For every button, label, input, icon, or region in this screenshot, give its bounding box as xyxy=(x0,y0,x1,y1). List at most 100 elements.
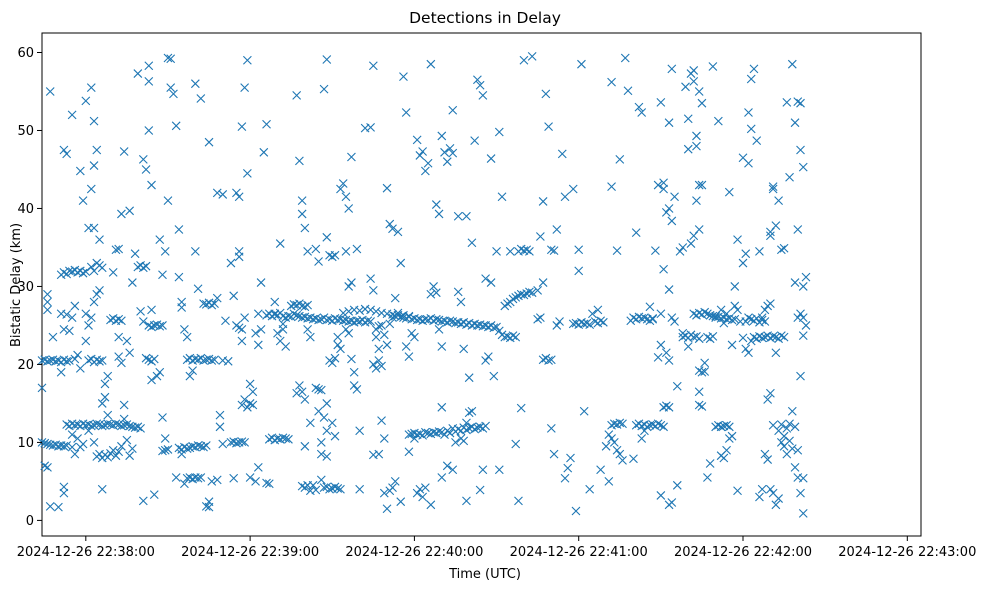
data-point xyxy=(708,62,718,71)
data-point xyxy=(697,98,707,108)
data-point xyxy=(62,441,72,450)
data-point xyxy=(270,297,280,307)
data-point xyxy=(689,76,699,86)
data-point xyxy=(399,72,408,82)
data-point xyxy=(327,252,337,262)
data-point xyxy=(62,356,72,366)
data-point xyxy=(59,268,69,277)
data-point xyxy=(275,239,285,248)
data-point xyxy=(664,356,674,365)
data-point xyxy=(141,261,151,271)
data-point xyxy=(593,305,603,315)
data-point xyxy=(552,225,562,234)
data-point xyxy=(256,278,266,287)
data-point xyxy=(678,328,688,338)
data-point xyxy=(801,321,811,330)
data-point xyxy=(221,316,230,326)
data-point xyxy=(793,445,803,455)
data-point xyxy=(412,135,422,145)
data-point xyxy=(437,342,447,351)
data-point xyxy=(234,192,244,202)
data-point xyxy=(396,258,406,268)
data-point xyxy=(100,379,110,389)
data-point xyxy=(136,307,145,316)
data-point xyxy=(316,475,326,485)
data-point xyxy=(169,89,178,99)
data-point xyxy=(54,502,63,512)
data-point xyxy=(755,246,764,256)
data-point xyxy=(67,110,77,120)
data-point xyxy=(344,328,354,338)
y-tick-label: 40 xyxy=(17,202,34,217)
data-point xyxy=(552,321,562,330)
data-point xyxy=(163,445,173,454)
data-point xyxy=(525,246,534,256)
data-point xyxy=(59,441,69,451)
data-point xyxy=(763,455,773,464)
data-point xyxy=(253,340,263,350)
data-point xyxy=(182,332,192,342)
data-point xyxy=(114,447,124,457)
data-point xyxy=(149,354,159,364)
data-point xyxy=(746,124,756,134)
y-axis-label: Bistatic Delay (km) xyxy=(9,223,24,347)
data-point xyxy=(303,246,313,256)
data-point xyxy=(650,246,660,255)
data-point xyxy=(420,166,430,176)
data-point xyxy=(744,313,753,323)
data-point xyxy=(155,235,165,245)
data-point xyxy=(59,482,69,492)
data-point xyxy=(147,322,156,332)
data-point xyxy=(322,232,332,242)
data-point xyxy=(262,119,271,129)
data-point xyxy=(166,83,176,92)
data-point xyxy=(292,90,302,100)
data-point xyxy=(81,96,91,106)
data-point xyxy=(242,402,252,412)
data-point xyxy=(45,87,55,96)
data-point xyxy=(390,477,400,486)
data-point xyxy=(204,137,214,147)
data-point xyxy=(722,309,731,319)
data-point xyxy=(585,484,595,494)
data-point xyxy=(155,367,165,377)
data-point xyxy=(212,293,222,303)
data-point xyxy=(379,330,389,340)
data-point xyxy=(117,209,126,219)
data-point xyxy=(637,434,647,443)
data-point xyxy=(86,421,96,431)
data-point xyxy=(133,69,143,78)
data-point xyxy=(371,363,381,373)
data-point xyxy=(333,332,343,342)
data-point xyxy=(355,484,365,494)
data-point xyxy=(607,182,616,192)
chart-title: Detections in Delay xyxy=(409,9,561,27)
data-point xyxy=(579,406,589,416)
data-point xyxy=(111,451,121,461)
data-point xyxy=(535,232,545,241)
data-point xyxy=(426,59,436,69)
data-point xyxy=(733,305,742,315)
data-point xyxy=(787,444,797,454)
data-point xyxy=(467,238,477,248)
data-point xyxy=(544,356,553,365)
data-point xyxy=(618,455,627,465)
data-point xyxy=(426,500,436,510)
data-point xyxy=(366,122,375,132)
data-point xyxy=(193,473,203,483)
data-point xyxy=(607,77,616,87)
data-point xyxy=(316,438,326,447)
data-point xyxy=(130,249,140,259)
data-point xyxy=(75,442,85,452)
data-point xyxy=(188,366,197,376)
points-layer xyxy=(37,52,811,518)
data-point xyxy=(327,358,337,368)
data-point xyxy=(429,282,438,291)
data-point xyxy=(648,314,658,324)
data-point xyxy=(125,421,135,431)
data-point xyxy=(640,426,649,436)
data-point xyxy=(730,314,740,324)
data-point xyxy=(62,149,72,159)
data-point xyxy=(749,64,759,74)
data-point xyxy=(475,485,485,495)
